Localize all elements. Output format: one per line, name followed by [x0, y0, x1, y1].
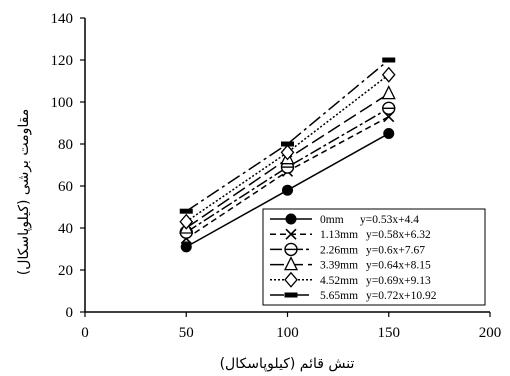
x-axis-ticks: 0 50 100 150 200 [81, 312, 501, 341]
data-point [180, 241, 192, 253]
point-marker [383, 128, 395, 139]
series-4-52mm [179, 66, 396, 230]
data-point [179, 208, 193, 214]
point-marker [284, 292, 298, 298]
data-point [281, 141, 294, 147]
legend: 0mm y=0.53x+4.41.13mm y=0.58x+6.32 2.26mm y=… [262, 208, 486, 306]
legend-item: 5.65mm y=0.72x+10.92 [270, 290, 437, 302]
x-tick-label: 100 [276, 325, 299, 341]
y-axis-title: مقاومت برشی (کیلوپاسکال) [16, 109, 32, 276]
point-marker [381, 66, 396, 83]
legend-label: 1.13mm [320, 229, 358, 241]
legend-items: 0mm y=0.53x+4.41.13mm y=0.58x+6.32 2.26mm y=… [270, 213, 437, 302]
y-tick-label: 120 [51, 53, 74, 69]
legend-equation: y=0.58x+6.32 [366, 229, 431, 241]
point-marker [382, 57, 396, 63]
point-marker [280, 144, 295, 161]
point-marker [281, 141, 294, 147]
legend-label: 2.26mm [320, 244, 358, 256]
legend-equation: y=0.69x+9.13 [366, 275, 431, 287]
point-marker [283, 256, 299, 271]
x-tick-label: 200 [479, 325, 502, 341]
data-point [284, 292, 298, 298]
legend-equation: y=0.53x+4.4 [360, 214, 419, 226]
point-marker [179, 208, 193, 214]
y-tick-label: 40 [58, 221, 73, 237]
legend-label: 3.39mm [320, 260, 358, 272]
y-tick-label: 140 [51, 11, 74, 27]
point-marker [381, 85, 396, 100]
x-tick-label: 50 [179, 325, 194, 341]
series-line [185, 74, 390, 223]
y-tick-label: 80 [58, 137, 73, 153]
data-point [179, 213, 194, 230]
point-marker [180, 241, 192, 253]
y-tick-label: 0 [66, 305, 74, 321]
data-point [284, 271, 298, 288]
legend-item: 4.52mm y=0.69x+9.13 [270, 271, 431, 288]
data-point [285, 228, 297, 240]
point-marker [285, 228, 297, 240]
y-tick-label: 20 [58, 263, 73, 279]
data-point [284, 242, 298, 257]
legend-label: 4.52mm [320, 275, 358, 287]
x-axis-title: تنش قائم (کیلوپاسکال) [220, 356, 355, 372]
legend-label: 5.65mm [320, 290, 358, 302]
legend-box [262, 208, 486, 306]
legend-item: 0mm y=0.53x+4.4 [270, 213, 419, 226]
data-point [280, 144, 295, 161]
y-tick-label: 60 [58, 179, 73, 195]
data-point [382, 57, 396, 63]
point-marker [179, 213, 194, 230]
legend-item: 1.13mm y=0.58x+6.32 [270, 228, 431, 241]
data-point [383, 128, 395, 139]
y-axis-ticks: 0 20 40 60 80 100 120 140 [51, 11, 85, 321]
data-point [282, 184, 293, 196]
y-tick-label: 100 [51, 95, 74, 111]
series-line [185, 59, 390, 212]
series-5-65mm [179, 57, 396, 214]
series-layer [179, 57, 396, 253]
legend-equation: y=0.6x+7.67 [366, 244, 425, 256]
x-tick-label: 0 [81, 325, 89, 341]
legend-equation: y=0.64x+8.15 [366, 260, 431, 272]
series-0mm [180, 128, 395, 253]
legend-label: 0mm [320, 214, 344, 226]
point-marker [285, 213, 297, 225]
data-point [285, 213, 297, 225]
legend-item: 3.39mm y=0.64x+8.15 [270, 256, 431, 272]
data-point [381, 66, 396, 83]
point-marker [282, 184, 293, 196]
data-point [382, 101, 396, 116]
x-tick-label: 150 [378, 325, 401, 341]
legend-equation: y=0.72x+10.92 [366, 290, 437, 302]
data-point [381, 85, 396, 100]
point-marker [284, 271, 298, 288]
legend-item: 2.26mm y=0.6x+7.67 [270, 242, 425, 257]
data-point [283, 256, 299, 271]
